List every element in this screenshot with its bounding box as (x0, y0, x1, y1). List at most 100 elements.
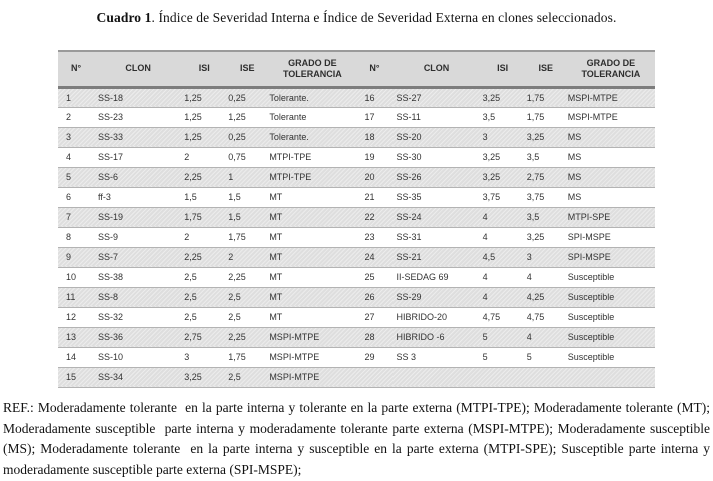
table-cell-ise-left: 1,25 (228, 112, 246, 122)
table-cell-num-right (356, 367, 392, 387)
table-row: 7 SS-19 1,75 1,5 MT 22 SS-24 4 3,5 MTPI-SPE (58, 207, 655, 227)
table-cell-num-left: 14 (66, 352, 77, 362)
table-cell-grado-right: Susceptible (567, 292, 615, 302)
table-cell-num-right: 20 (364, 172, 375, 182)
header-ise-right: ISE (538, 63, 553, 74)
table-cell-ise-left: 2,25 (228, 272, 246, 282)
table-cell-grado-right: Susceptible (567, 352, 615, 362)
table-cell-num-right: 26 (364, 292, 375, 302)
table-cell-num-right: 28 (364, 332, 375, 342)
table-cell-num-left: 9 (66, 252, 72, 262)
table-cell-num-left: 15 (66, 372, 77, 382)
table-cell-grado-right: MS (567, 152, 582, 162)
table-cell-clon-left: SS-32 (98, 312, 124, 322)
table-caption: Cuadro 1. Índice de Severidad Interna e … (0, 0, 713, 26)
table-cell-clon-left: SS-8 (98, 292, 119, 302)
table-row: 13 SS-36 2,75 2,25 MSPI-MTPE 28 HIBRIDO -6 5 4 Su… (58, 327, 655, 347)
header-clon-left: CLON (125, 63, 151, 74)
table-cell-isi-right: 3,25 (482, 172, 501, 182)
table-cell-isi-left: 1,5 (184, 192, 197, 202)
table-cell-ise-right: 3,5 (526, 152, 540, 162)
header-grado-right: GRADO DE TOLERANCIA (581, 57, 641, 79)
table-cell-clon-left: SS-34 (98, 372, 124, 382)
table-cell-clon-right: II-SEDAG 69 (396, 272, 449, 282)
table-cell-grado-left: MT (269, 292, 283, 302)
header-ise-left: ISE (240, 63, 255, 74)
table-cell-ise-right: 4,25 (526, 292, 545, 302)
table-cell-ise-right: 4 (526, 332, 532, 342)
table-cell-isi-left: 1,75 (184, 212, 202, 222)
table-cell-clon-right: SS-27 (396, 92, 422, 103)
table-cell-num-right: 29 (364, 352, 375, 362)
table-cell-clon-left: SS-6 (98, 172, 119, 182)
table-cell-clon-left: SS-23 (98, 112, 124, 122)
table-cell-ise-right: 4,75 (526, 312, 545, 322)
table-cell-clon-left: SS-10 (98, 352, 124, 362)
table-cell-ise-left: 1,75 (228, 352, 246, 362)
table-cell-num-left: 3 (66, 132, 72, 142)
table-cell-grado-left: MT (269, 232, 283, 242)
table-cell-isi-left: 1,25 (184, 132, 202, 142)
table-cell-isi-left: 2,75 (184, 332, 202, 342)
table-row: 2 SS-23 1,25 1,25 Tolerante 17 SS-11 3,5 1,75 MSP… (58, 107, 655, 127)
table-cell-num-left: 5 (66, 172, 72, 182)
table-cell-ise-right: 4 (526, 272, 532, 282)
table-footnote: REF.: Moderadamente tolerante en la part… (3, 400, 710, 477)
table-cell-ise-right: 5 (526, 352, 532, 362)
table-cell-num-right: 23 (364, 232, 375, 242)
table-cell-isi-left: 2,25 (184, 252, 202, 262)
table-caption-number: Cuadro 1 (96, 10, 152, 25)
table-cell-ise-right: 1,75 (526, 112, 545, 122)
table-cell-num-left: 10 (66, 272, 77, 282)
table-cell-ise-right: 3,5 (526, 212, 540, 222)
table-cell-clon-right: SS-35 (396, 192, 422, 202)
table-cell-grado-left: MT (269, 252, 283, 262)
table-cell-grado-left: MT (269, 272, 283, 282)
table-cell-isi-right: 4 (482, 272, 488, 282)
table-cell-grado-left: Tolerante (269, 112, 307, 122)
table-cell-clon-left: SS-36 (98, 332, 124, 342)
table-cell-grado-right: MS (567, 192, 582, 202)
table-cell-grado-right: Susceptible (567, 272, 615, 282)
table-cell-grado-left: MTPI-TPE (269, 152, 312, 162)
table-cell-grado-left: MT (269, 212, 283, 222)
table-cell-ise-right (525, 367, 567, 387)
table-cell-grado-left: MSPI-MTPE (269, 332, 320, 342)
table-cell-ise-right: 3,25 (526, 232, 545, 242)
table-cell-grado-right: SPI-MSPE (567, 252, 611, 262)
table-cell-num-left: 13 (66, 332, 77, 342)
table-header-row: N° CLON ISI ISE GRADO DE TOLERANCIA N° C… (58, 51, 655, 87)
table-row: 6 ff-3 1,5 1,5 MT 21 SS-35 3,75 3,75 MS (58, 187, 655, 207)
table-cell-isi-right: 3,25 (482, 92, 501, 103)
table-cell-grado-left: MSPI-MTPE (269, 352, 320, 362)
table-body: 1 SS-18 1,25 0,25 Tolerante. 16 SS-27 3,25 1,75 M… (58, 87, 655, 387)
table-cell-clon-right: HIBRIDO -6 (396, 332, 445, 342)
table-cell-grado-left: MT (269, 192, 283, 202)
table-cell-ise-left: 2,5 (228, 292, 241, 302)
table-cell-clon-right: HIBRIDO-20 (396, 312, 448, 322)
table-cell-clon-right: SS-30 (396, 152, 422, 162)
table-cell-grado-right (567, 367, 655, 387)
header-isi-left: ISI (198, 63, 210, 74)
table-cell-isi-left: 2,5 (184, 312, 197, 322)
table-cell-num-left: 6 (66, 192, 72, 202)
table-cell-clon-right: SS-20 (396, 132, 422, 142)
table-cell-num-right: 18 (364, 132, 375, 142)
table-cell-num-left: 11 (66, 292, 76, 302)
table-cell-clon-right (393, 367, 481, 387)
table-cell-isi-right: 3,75 (482, 192, 501, 202)
table-cell-isi-left: 1,25 (184, 92, 202, 103)
table-cell-ise-left: 2,25 (228, 332, 246, 342)
table-row: 8 SS-9 2 1,75 MT 23 SS-31 4 3,25 SPI-MSPE (58, 227, 655, 247)
table-cell-isi-right: 3,5 (482, 112, 496, 122)
table-row: 5 SS-6 2,25 1 MTPI-TPE 20 SS-26 3,25 2,75 MS (58, 167, 655, 187)
table-cell-grado-left: Tolerante. (269, 92, 309, 103)
table-cell-isi-right: 3 (482, 132, 488, 142)
severity-table-container: N° CLON ISI ISE GRADO DE TOLERANCIA N° C… (58, 50, 655, 388)
table-cell-isi-left: 3,25 (184, 372, 202, 382)
table-cell-grado-right: MS (567, 172, 582, 182)
table-cell-isi-right: 4,75 (482, 312, 501, 322)
table-cell-num-right: 19 (364, 152, 375, 162)
table-cell-isi-left: 2,25 (184, 172, 202, 182)
table-cell-ise-left: 1,75 (228, 232, 246, 242)
